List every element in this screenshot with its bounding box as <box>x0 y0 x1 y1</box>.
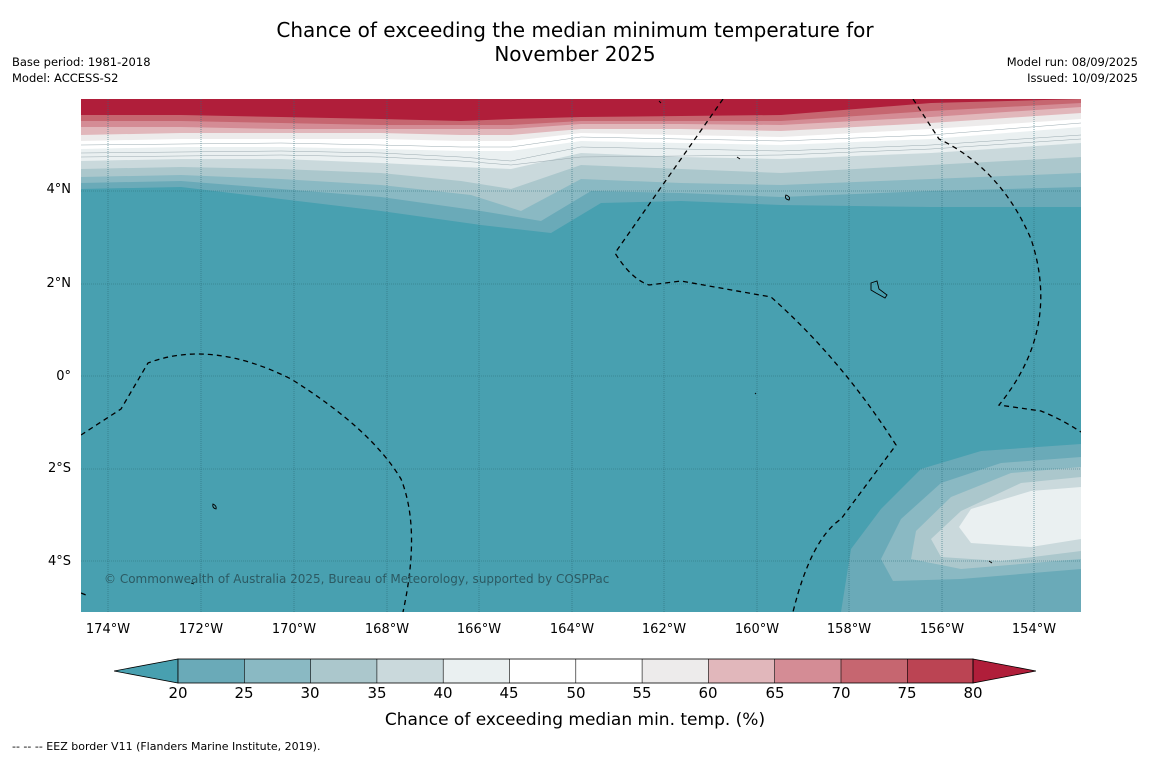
colorbar-tick-25: 25 <box>234 684 254 702</box>
colorbar-tick-30: 30 <box>300 684 320 702</box>
island-1 <box>784 194 791 201</box>
title-line-1: Chance of exceeding the median minimum t… <box>276 18 874 42</box>
chart-title: Chance of exceeding the median minimum t… <box>0 18 1150 66</box>
lon-label-158w: 158°W <box>826 622 872 637</box>
colorbar-above-80 <box>972 658 1037 684</box>
lat-label-4s: 4°S <box>47 554 71 569</box>
colorbar-55-60 <box>642 659 709 683</box>
lon-label-164w: 164°W <box>549 622 595 637</box>
eez-legend-note: -- -- -- EEZ border V11 (Flanders Marine… <box>12 740 321 753</box>
forecast-map <box>81 99 1081 612</box>
colorbar-30-35 <box>310 659 377 683</box>
colorbar-50-55 <box>575 659 643 683</box>
se-contour-40 <box>959 487 1081 547</box>
colorbar-tick-50: 50 <box>566 684 586 702</box>
eez-border-west <box>81 353 413 612</box>
map-canvas <box>81 99 1081 612</box>
contour-80 <box>81 99 1081 121</box>
colorbar-tick-55: 55 <box>632 684 652 702</box>
base-period: Base period: 1981-2018 <box>12 55 151 69</box>
colorbar <box>113 658 1037 684</box>
colorbar-tick-75: 75 <box>897 684 917 702</box>
colorbar-70-75 <box>841 659 908 683</box>
lon-label-166w: 166°W <box>456 622 502 637</box>
lat-label-2s: 2°S <box>47 461 71 476</box>
island-3 <box>212 503 217 510</box>
lat-label-0: 0° <box>56 369 71 384</box>
colorbar-35-40 <box>376 659 444 683</box>
map-graticule <box>81 99 1081 612</box>
colorbar-tick-80: 80 <box>963 684 983 702</box>
map-copyright: © Commonwealth of Australia 2025, Bureau… <box>104 572 610 586</box>
meta-right: Model run: 08/09/2025 Issued: 10/09/2025 <box>1007 54 1138 86</box>
island-8 <box>736 156 741 160</box>
colorbar-tick-40: 40 <box>433 684 453 702</box>
lon-label-174w: 174°W <box>85 622 131 637</box>
colorbar-25-30 <box>244 659 311 683</box>
colorbar-45-50 <box>509 659 576 683</box>
island-5 <box>988 560 993 564</box>
lon-label-156w: 156°W <box>919 622 965 637</box>
island-2 <box>870 280 888 299</box>
model-run: Model run: 08/09/2025 <box>1006 55 1138 69</box>
colorbar-20-25 <box>178 659 245 683</box>
lat-label-4n: 4°N <box>46 182 72 197</box>
eez-border-east <box>912 99 1081 433</box>
colorbar-tick-35: 35 <box>367 684 387 702</box>
eez-borders <box>81 99 1081 612</box>
lon-label-170w: 170°W <box>271 622 317 637</box>
colorbar-tick-70: 70 <box>831 684 851 702</box>
meta-left: Base period: 1981-2018 Model: ACCESS-S2 <box>12 54 151 86</box>
island-4 <box>190 582 195 585</box>
colorbar-tick-65: 65 <box>765 684 785 702</box>
lon-label-168w: 168°W <box>364 622 410 637</box>
issued-date: Issued: 10/09/2025 <box>1027 71 1138 85</box>
island-7 <box>658 100 662 104</box>
colorbar-label: Chance of exceeding median min. temp. (%… <box>384 710 766 730</box>
colorbar-40-45 <box>443 659 510 683</box>
lon-label-160w: 160°W <box>734 622 780 637</box>
colorbar-75-80 <box>907 659 973 683</box>
island-6 <box>754 392 757 395</box>
colorbar-tick-20: 20 <box>168 684 188 702</box>
model-name: Model: ACCESS-S2 <box>12 71 119 85</box>
colorbar-tick-45: 45 <box>499 684 519 702</box>
colorbar-below-20 <box>113 658 179 684</box>
lon-label-154w: 154°W <box>1011 622 1057 637</box>
colorbar-svg <box>113 658 1037 684</box>
colorbar-60-65 <box>708 659 775 683</box>
colorbar-tick-60: 60 <box>698 684 718 702</box>
lon-label-162w: 162°W <box>641 622 687 637</box>
eez-border-central <box>614 99 897 612</box>
white-band-contours <box>81 122 1081 166</box>
lon-label-172w: 172°W <box>178 622 224 637</box>
islands <box>190 100 993 585</box>
colorbar-65-70 <box>774 659 841 683</box>
title-line-2: November 2025 <box>494 42 656 66</box>
lat-label-2n: 2°N <box>46 276 72 291</box>
